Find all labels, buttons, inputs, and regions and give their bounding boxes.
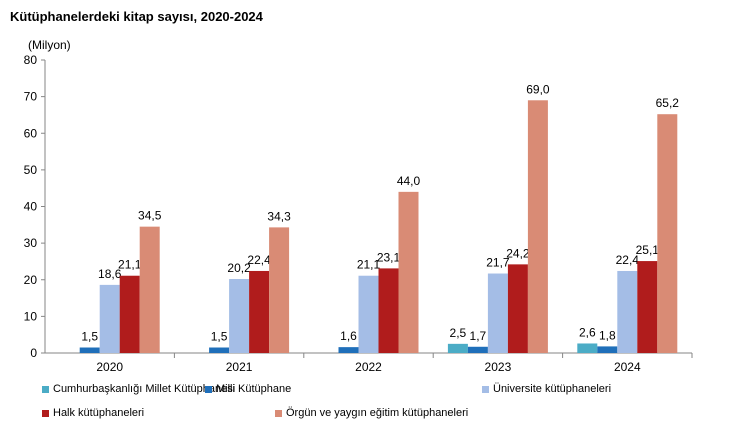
data-label: 1,6 [340, 329, 357, 343]
x-tick-label: 2022 [355, 360, 382, 374]
bar [269, 227, 290, 353]
bar [139, 226, 160, 353]
legend-item: Milli Kütüphane [205, 383, 291, 395]
x-tick-label: 2023 [485, 360, 512, 374]
legend-label: Milli Kütüphane [216, 383, 292, 395]
data-label: 21,1 [357, 258, 381, 272]
data-label: 1,5 [211, 330, 228, 344]
legend-item: Cumhurbaşkanlığı Millet Kütüphanesi [42, 383, 235, 395]
legend-swatch [42, 385, 49, 393]
y-tick-label: 40 [24, 200, 38, 214]
legend-swatch [275, 409, 282, 417]
bar [99, 284, 120, 353]
legend-swatch [482, 385, 489, 393]
data-label: 65,2 [656, 96, 680, 110]
y-tick-label: 60 [24, 126, 38, 140]
x-tick-label: 2024 [614, 360, 641, 374]
legend-item: Üniversite kütüphaneleri [482, 383, 611, 395]
legend-swatch [205, 385, 212, 393]
bar [338, 347, 359, 353]
legend-label: Cumhurbaşkanlığı Millet Kütüphanesi [53, 383, 236, 395]
legend-swatch [42, 409, 49, 417]
bar [487, 273, 508, 353]
data-label: 25,1 [636, 243, 660, 257]
bar [229, 279, 250, 353]
data-label: 2,5 [450, 326, 467, 340]
bar [209, 347, 230, 353]
bar [597, 346, 618, 353]
bar [358, 275, 379, 353]
bar [617, 270, 638, 353]
bar [119, 275, 140, 353]
bar [398, 191, 419, 353]
bar [507, 264, 528, 353]
data-label: 20,2 [227, 261, 251, 275]
y-axis-label: (Milyon) [28, 38, 71, 52]
data-label: 1,7 [470, 329, 487, 343]
y-tick-label: 0 [30, 346, 37, 360]
chart-title: Kütüphanelerdeki kitap sayısı, 2020-2024 [10, 9, 263, 24]
bar [637, 261, 658, 353]
bar [79, 347, 100, 353]
data-label: 23,1 [377, 250, 401, 264]
data-label: 1,5 [81, 330, 98, 344]
data-label: 24,2 [506, 246, 530, 260]
legend-label: Örgün ve yaygın eğitim kütüphaneleri [286, 407, 469, 419]
bar [378, 268, 399, 353]
y-tick-label: 80 [24, 53, 38, 67]
y-tick-label: 50 [24, 163, 38, 177]
data-label: 21,7 [486, 256, 510, 270]
legend-item: Halk kütüphaneleri [42, 407, 144, 419]
y-tick-label: 30 [24, 236, 38, 250]
data-label: 44,0 [397, 174, 421, 188]
bar [249, 270, 270, 353]
data-label: 2,6 [579, 325, 596, 339]
y-tick-label: 70 [24, 90, 38, 104]
legend-item: Örgün ve yaygın eğitim kütüphaneleri [275, 407, 468, 419]
data-label: 69,0 [526, 82, 550, 96]
data-label: 34,3 [267, 209, 291, 223]
x-tick-label: 2021 [226, 360, 253, 374]
legend-label: Üniversite kütüphaneleri [493, 383, 612, 395]
bar [527, 100, 548, 353]
data-label: 22,4 [247, 253, 271, 267]
bar [447, 343, 468, 353]
data-label: 1,8 [599, 328, 616, 342]
y-tick-label: 10 [24, 309, 38, 323]
data-label: 34,5 [138, 209, 162, 223]
y-tick-label: 20 [24, 273, 38, 287]
data-label: 22,4 [616, 253, 640, 267]
bar [467, 346, 488, 353]
x-tick-label: 2020 [96, 360, 123, 374]
data-label: 18,6 [98, 267, 122, 281]
bar [657, 114, 678, 353]
bar [577, 343, 598, 353]
legend-label: Halk kütüphaneleri [53, 407, 145, 419]
data-label: 21,1 [118, 258, 142, 272]
